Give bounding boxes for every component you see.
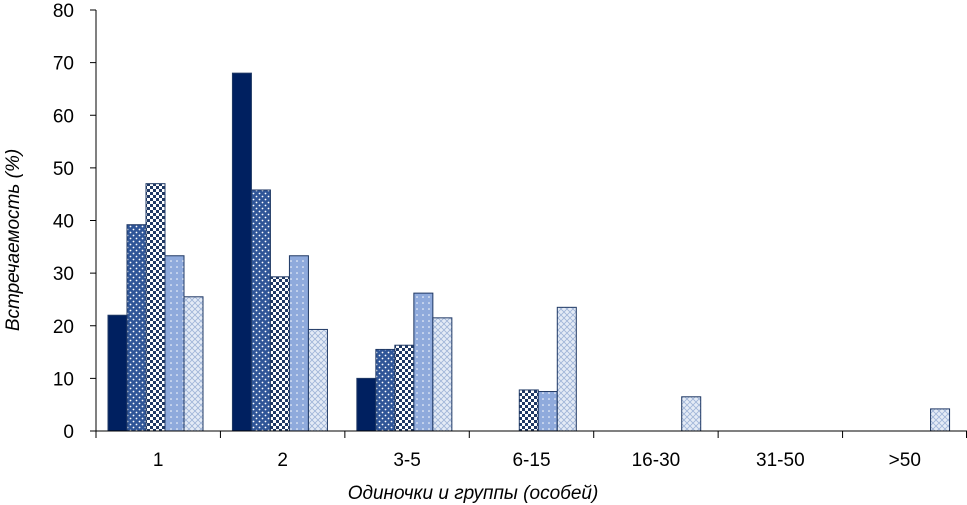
bars bbox=[107, 72, 951, 432]
bar-s3-3 bbox=[518, 389, 539, 432]
y-tick-label: 0 bbox=[63, 422, 74, 443]
y-tick-label: 60 bbox=[53, 106, 74, 127]
bar-s4-0 bbox=[164, 255, 185, 432]
bar-s3-2 bbox=[394, 344, 415, 432]
x-tick-label: 1 bbox=[153, 450, 164, 471]
y-axis-title: Встречаемость (%) bbox=[3, 149, 24, 331]
y-tick-label: 30 bbox=[53, 264, 74, 285]
bar-s5-4 bbox=[681, 396, 702, 432]
x-tick-label: 6-15 bbox=[512, 450, 550, 471]
bar-s4-1 bbox=[288, 255, 309, 432]
x-tick-label: 2 bbox=[277, 450, 288, 471]
x-tick-label: 31-50 bbox=[756, 450, 805, 471]
y-tick-label: 70 bbox=[53, 54, 74, 75]
y-tick-label: 20 bbox=[53, 317, 74, 338]
bar-s5-2 bbox=[432, 317, 453, 432]
y-tick-label: 80 bbox=[53, 1, 74, 22]
bar-s1-0 bbox=[107, 314, 128, 432]
bar-s3-1 bbox=[269, 276, 290, 432]
bar-s5-0 bbox=[183, 296, 204, 432]
y-tick-label: 40 bbox=[53, 212, 74, 233]
bar-s3-0 bbox=[145, 183, 166, 432]
bar-s4-2 bbox=[413, 292, 434, 432]
y-axis-ticks: 0 10 20 30 40 50 60 70 80 bbox=[53, 1, 96, 443]
y-tick-label: 10 bbox=[53, 369, 74, 390]
axes bbox=[95, 10, 967, 432]
bar-s2-0 bbox=[126, 224, 147, 432]
x-tick-label: 3-5 bbox=[393, 450, 420, 471]
bar-s1-2 bbox=[356, 377, 377, 432]
bar-s2-1 bbox=[250, 189, 271, 432]
bar-s5-6 bbox=[930, 408, 951, 432]
bar-s5-1 bbox=[307, 328, 328, 432]
bar-s2-2 bbox=[375, 348, 396, 432]
bar-s4-3 bbox=[537, 391, 558, 432]
x-tick-label: >50 bbox=[889, 450, 921, 471]
y-tick-label: 50 bbox=[53, 159, 74, 180]
x-tick-label: 16-30 bbox=[632, 450, 681, 471]
bar-s1-1 bbox=[231, 72, 252, 432]
x-axis-ticks: 1 2 3-5 6-15 16-30 31-50 >50 bbox=[95, 431, 967, 471]
bar-s5-3 bbox=[556, 306, 577, 432]
x-axis-title: Одиночки и группы (особей) bbox=[348, 483, 599, 504]
